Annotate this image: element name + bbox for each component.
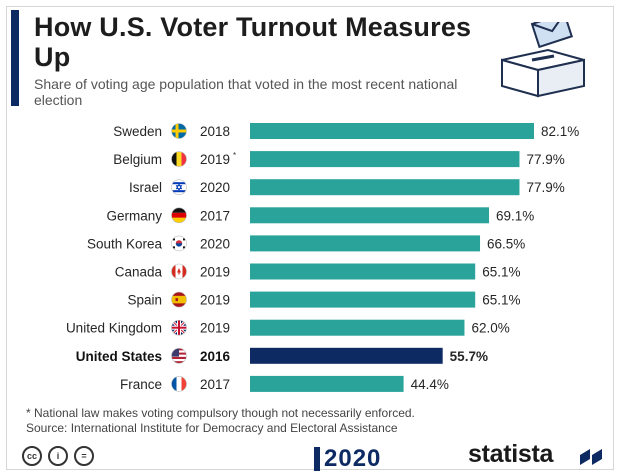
bar-row-sweden: Sweden 2018 82.1%: [113, 123, 579, 139]
belgium-flag-icon: [171, 151, 187, 167]
canada-flag-icon: [171, 263, 187, 280]
country-label: Belgium: [113, 152, 162, 167]
bar: [250, 263, 476, 280]
year-label: 2019: [200, 293, 230, 308]
bar-row-france: France 2017 44.4%: [120, 375, 449, 392]
bar-row-germany: Germany 2017 69.1%: [106, 207, 534, 224]
election-year-text: 2020: [324, 445, 382, 472]
bar: [250, 207, 490, 224]
bar: [250, 375, 404, 392]
germany-flag-icon: [171, 207, 187, 224]
value-label: 77.9%: [526, 152, 564, 167]
year-label: 2018: [200, 124, 230, 139]
logo-bar: [314, 447, 320, 471]
license-icons: cc i =: [22, 446, 94, 468]
value-label: 65.1%: [482, 293, 520, 308]
bar: [250, 123, 534, 139]
year-label: 2017: [200, 377, 230, 392]
bar-row-israel: Israel 2020 77.9%: [129, 179, 565, 196]
source-note: Source: International Institute for Demo…: [26, 421, 398, 435]
chart-title: How U.S. Voter Turnout Measures Up: [34, 12, 472, 72]
country-label: France: [120, 377, 162, 392]
bar-row-united-kingdom: United Kingdom 2019 62.0%: [66, 319, 510, 336]
year-label: 2020: [200, 180, 230, 195]
south-korea-flag-icon: [171, 235, 187, 252]
country-label: South Korea: [87, 236, 163, 251]
israel-flag-icon: [171, 179, 187, 195]
statista-brand: statista: [468, 440, 554, 468]
country-label: United Kingdom: [66, 321, 162, 336]
bar: [250, 347, 443, 364]
spain-flag-icon: [171, 291, 187, 308]
uk-flag-icon: [171, 319, 187, 336]
bar: [250, 291, 476, 308]
country-label: Israel: [129, 180, 162, 195]
ballot-box-icon: [501, 22, 585, 98]
year-label: 2017: [200, 208, 230, 223]
value-label: 82.1%: [541, 124, 579, 139]
value-label: 44.4%: [411, 377, 449, 392]
bar: [250, 151, 520, 168]
bar-row-canada: Canada 2019 65.1%: [115, 263, 520, 280]
value-label: 62.0%: [471, 321, 509, 336]
bar-row-belgium: Belgium 2019 * 77.9%: [113, 151, 565, 168]
value-label: 69.1%: [496, 208, 534, 223]
value-label: 65.1%: [482, 265, 520, 280]
value-label: 77.9%: [526, 180, 564, 195]
france-flag-icon: [171, 376, 187, 392]
election-2020-logo: 2020: [314, 445, 382, 472]
bar-row-united-states: United States 2016 55.7%: [76, 347, 488, 364]
compulsory-voting-note: * National law makes voting compulsory t…: [26, 406, 415, 420]
bar-row-spain: Spain 2019 65.1%: [127, 291, 520, 308]
bar-row-south-korea: South Korea 2020 66.5%: [87, 235, 525, 252]
year-label: 2019: [200, 265, 230, 280]
footnote-marker: *: [233, 151, 236, 160]
country-label: Sweden: [113, 124, 162, 139]
country-label: Germany: [106, 208, 162, 223]
year-label: 2019: [200, 321, 230, 336]
value-label: 55.7%: [450, 349, 488, 364]
year-label: 2019: [200, 152, 230, 167]
bar: [250, 179, 520, 196]
bar: [250, 319, 465, 336]
chart-subtitle: Share of voting age population that vote…: [34, 76, 458, 108]
country-label: Canada: [115, 265, 163, 280]
attribution-icon: i: [48, 446, 68, 466]
footnote: * National law makes voting compulsory t…: [26, 406, 586, 436]
year-label: 2016: [200, 349, 231, 364]
creative-commons-icon: cc: [22, 446, 42, 466]
bar: [250, 235, 481, 252]
country-label: Spain: [127, 293, 162, 308]
no-derivatives-icon: =: [74, 446, 94, 466]
statista-logo-icon: [580, 449, 602, 465]
sweden-flag-icon: [171, 123, 187, 139]
country-label: United States: [76, 349, 162, 364]
title-accent-bar: [11, 10, 19, 106]
year-label: 2020: [200, 236, 230, 251]
us-flag-icon: [171, 347, 187, 364]
value-label: 66.5%: [487, 236, 525, 251]
